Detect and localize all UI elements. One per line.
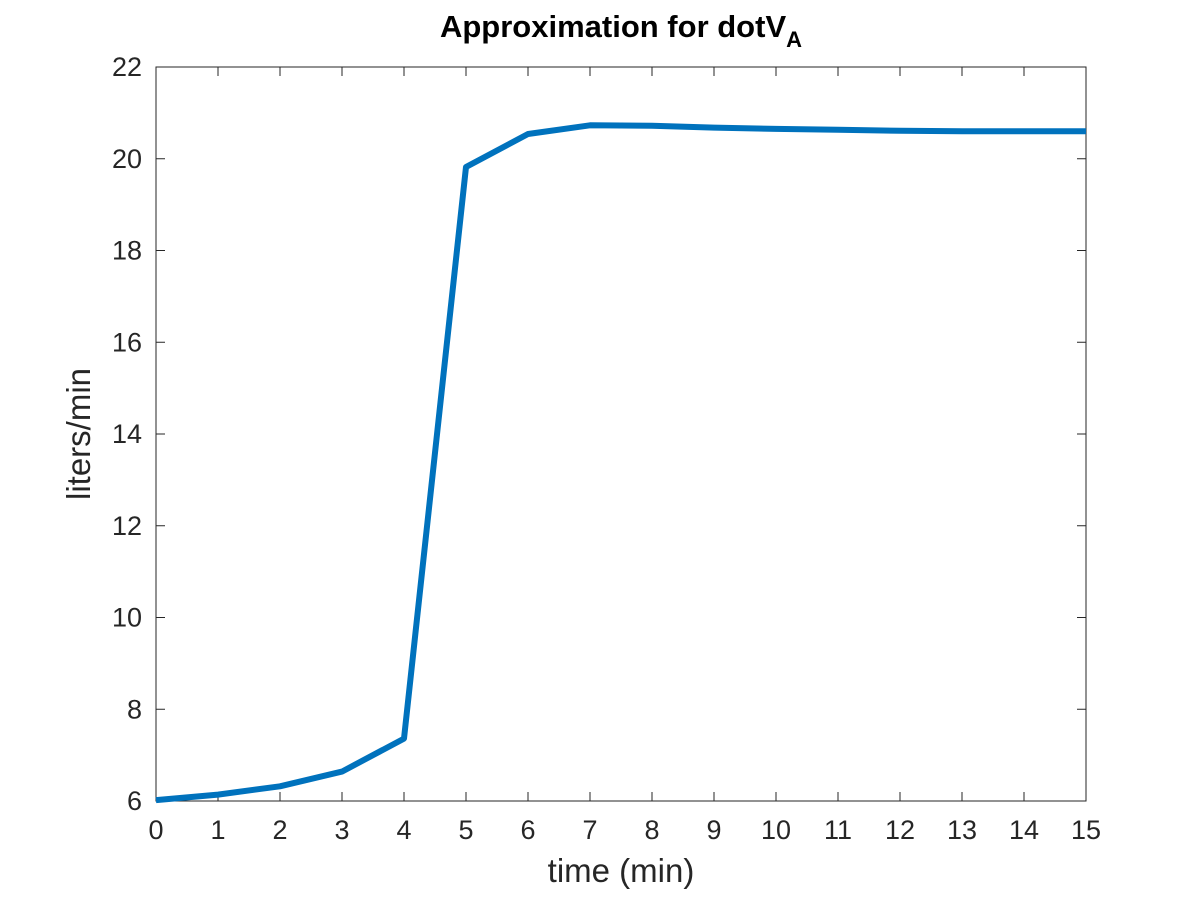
plot-area	[155, 66, 1087, 802]
series-group	[155, 122, 1086, 804]
chart-title: Approximation for dotVA	[440, 9, 802, 52]
y-tick-label: 18	[112, 236, 142, 266]
x-tick-label: 1	[210, 815, 225, 845]
x-tick-label: 9	[706, 815, 721, 845]
y-axis-title: liters/min	[60, 368, 97, 500]
y-tick-label: 12	[112, 511, 142, 541]
y-tick-label: 10	[112, 603, 142, 633]
x-tick-label: 6	[520, 815, 535, 845]
x-tick-label: 0	[148, 815, 163, 845]
x-tick-label: 14	[1009, 815, 1039, 845]
x-tick-label: 13	[947, 815, 977, 845]
chart-title-main: Approximation for dotV	[440, 9, 786, 44]
y-tick-label: 20	[112, 144, 142, 174]
x-tick-label: 7	[582, 815, 597, 845]
y-tick-label: 6	[127, 786, 142, 816]
y-tick-group: 6 8 10 12 14 16 18 20 22	[112, 52, 1086, 816]
y-tick-label: 8	[127, 694, 142, 724]
x-tick-label: 10	[761, 815, 791, 845]
y-tick-label: 16	[112, 327, 142, 357]
x-tick-label: 12	[885, 815, 915, 845]
x-tick-label: 2	[272, 815, 287, 845]
x-tick-label: 11	[824, 815, 852, 845]
x-tick-label: 4	[396, 815, 411, 845]
x-tick-label: 5	[458, 815, 473, 845]
x-tick-label: 15	[1071, 815, 1101, 845]
x-axis-title: time (min)	[548, 852, 695, 889]
x-tick-label: 3	[334, 815, 349, 845]
x-tick-label: 8	[644, 815, 659, 845]
chart-title-subscript: A	[786, 27, 802, 52]
series-line	[155, 122, 1086, 804]
x-tick-group: 0 1 2 3 4 5 6 7 8 9 10 11 12 13 14 15	[148, 67, 1101, 845]
y-tick-label: 14	[112, 419, 142, 449]
y-tick-label: 22	[112, 52, 142, 82]
